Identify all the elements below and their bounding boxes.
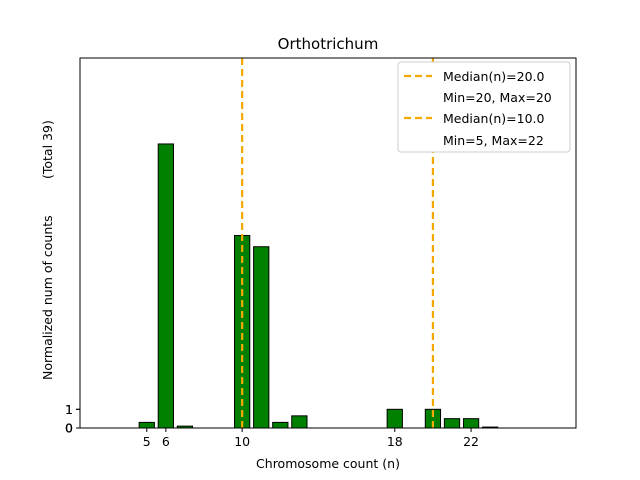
y-tick-label-3: 1 [65, 402, 73, 417]
y-tick-label-2: 0 [65, 421, 73, 436]
legend-range-label-2: Min=5, Max=22 [443, 133, 544, 148]
x-tick-label-18: 18 [387, 434, 403, 449]
x-tick-label-22: 22 [463, 434, 479, 449]
bar-n-12 [272, 421, 289, 429]
bar-n-21 [443, 418, 461, 429]
x-axis-ticks: 5 6 10 18 22 [143, 428, 479, 449]
x-tick-label-6: 6 [162, 434, 170, 449]
bar-n-6 [157, 143, 174, 429]
legend-median-label-2: Median(n)=10.0 [443, 111, 544, 126]
bar-n-13 [291, 415, 308, 429]
y-axis-label: Normalized num of counts [40, 215, 55, 380]
legend: Median(n)=20.0 Min=20, Max=20 Median(n)=… [397, 61, 571, 153]
y-tick-label-4: 1 [65, 402, 73, 417]
y-tick-label-0: 0 [65, 421, 73, 436]
x-tick-label-10: 10 [234, 434, 250, 449]
bar-n-11 [253, 246, 270, 429]
bar-n-5 [138, 421, 155, 429]
legend-box [397, 61, 571, 153]
bar-n-18 [386, 408, 403, 429]
y-axis-total-label: (Total 39) [40, 120, 55, 179]
legend-range-label-1: Min=20, Max=20 [443, 90, 552, 105]
chart-title: Orthotrichum [278, 35, 379, 53]
x-axis-label: Chromosome count (n) [256, 456, 400, 471]
y-tick-label-1: 0 [65, 421, 73, 436]
legend-median-label-1: Median(n)=20.0 [443, 69, 544, 84]
axes-frame [79, 57, 577, 429]
x-tick-label-5: 5 [143, 434, 151, 449]
bar-n-22 [462, 418, 480, 429]
